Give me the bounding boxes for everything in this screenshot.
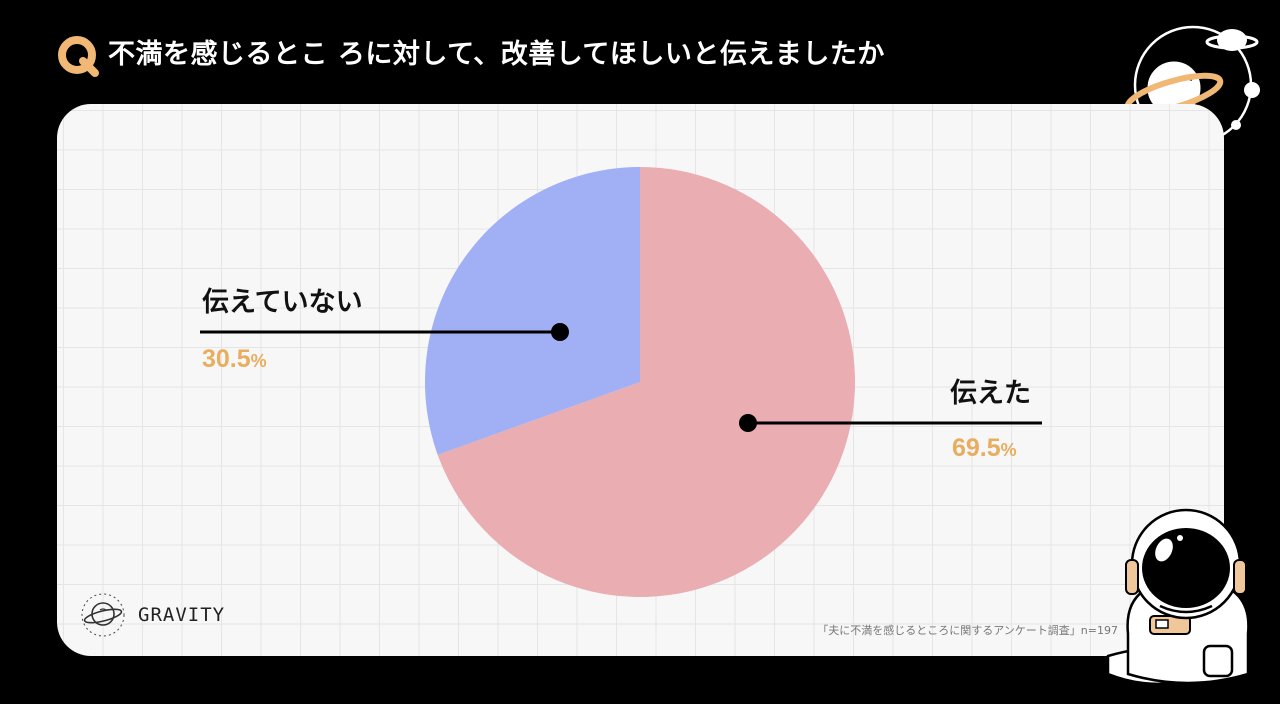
pie-slice-told: [437, 167, 856, 597]
brand-name: GRAVITY: [138, 604, 226, 626]
pie-slice-not-told: [425, 166, 640, 455]
brand-logo: GRAVITY: [80, 592, 225, 638]
astronaut-icon: [1106, 508, 1250, 686]
planet-logo-icon: [81, 593, 125, 637]
page-title: 不満を感じるとこ ろに対して、改善してほしいと伝えましたか: [108, 39, 885, 70]
slice-value-told: 69.5%: [952, 434, 1017, 462]
leader-dot-told: [739, 414, 757, 432]
q-badge-icon: [58, 36, 99, 77]
source-note: 「夫に不満を感じるところに関するアンケート調査」n=197: [817, 624, 1118, 637]
slice-value-not-told: 30.5%: [202, 345, 267, 373]
slice-label-not-told: 伝えていない: [202, 287, 363, 318]
leader-dot-not-told: [551, 323, 569, 341]
slice-label-told: 伝えた: [950, 378, 1031, 409]
